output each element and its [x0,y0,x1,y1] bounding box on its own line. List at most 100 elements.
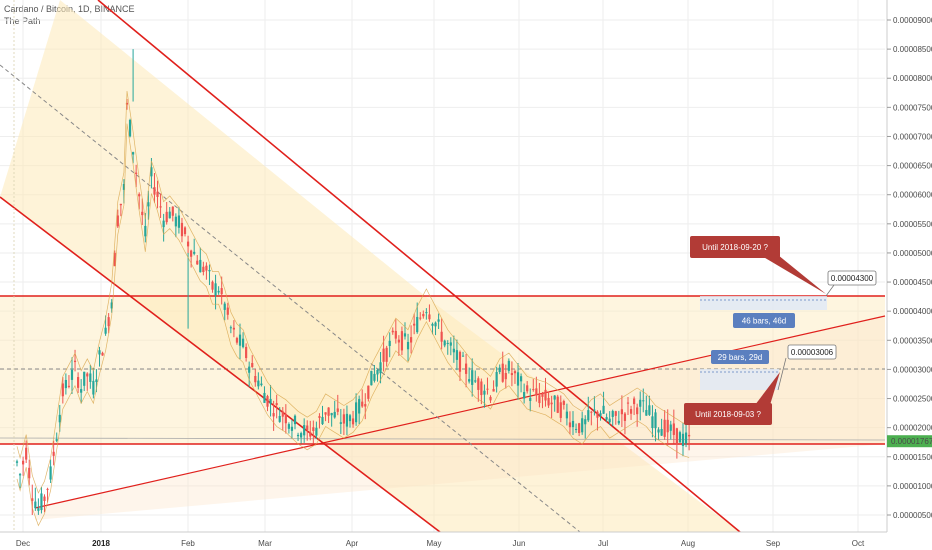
candle-body [144,225,147,237]
time-tick-label: Oct [852,539,865,548]
candle-body [477,378,480,390]
candle-body [208,270,211,272]
candle-body [18,474,22,476]
candle-body [52,451,55,456]
candle-body [223,303,226,310]
candle-body [593,409,596,411]
candle-body [452,348,455,353]
candle-body [55,439,58,441]
price-tick-label: 0.00008500 [893,45,932,54]
candle-body [590,411,593,413]
time-tick-label: Aug [681,539,695,548]
measure-1-label: 46 bars, 46d [742,317,786,326]
candle-body [422,314,425,317]
candle-body [437,319,440,322]
indicator-name[interactable]: The Path [4,16,41,26]
target-1-box [827,270,877,286]
price-tick-label: 0.00007500 [893,103,932,112]
candle-body [425,312,428,314]
price-tick-label: 0.00000500 [893,511,932,520]
candle-body [636,407,639,415]
price-tick-label: 0.00007000 [893,132,932,141]
candle-body [629,409,633,414]
time-axis-bg [0,532,887,550]
candle-body [596,411,599,418]
callout-1-label: Until 2018-09-20 ? [702,243,768,252]
candle-body [504,373,507,380]
measure-1-area [700,296,827,310]
measure-2-area [700,369,779,390]
candle-body [278,415,281,422]
candle-body [28,467,31,479]
candle-body [471,370,474,385]
candle-body [684,432,688,444]
candle-body [455,350,459,360]
target-2-box [787,344,837,360]
measure-1-box [733,313,795,328]
candle-body [370,370,373,386]
candle-body [92,380,95,395]
candle-body [37,508,40,511]
candle-body [574,428,578,430]
candle-body [428,314,431,320]
candle-body [578,423,581,433]
candle-body [544,389,547,401]
candle-body [342,414,345,424]
time-tick-label: Dec [16,539,30,548]
candle-body [403,333,407,337]
candle-body [633,398,636,405]
measure-2-box [711,350,769,364]
candle-body [171,206,174,216]
candle-body [211,281,214,290]
time-tick-label: Jul [598,539,608,548]
candle-body [131,152,135,155]
candle-body [568,422,572,428]
callout-1-box [690,236,780,258]
price-tick-label: 0.00002500 [893,395,932,404]
candle-body [183,227,187,235]
candle-body [202,266,205,273]
candle-body [193,251,196,254]
candle-body [67,385,71,387]
candle-body [266,396,269,407]
candle-body [303,425,306,436]
candle-body [516,372,520,386]
candle-body [147,202,150,207]
candle-body [339,422,342,424]
time-axis[interactable]: Dec 2018 Feb Mar Apr May Jun Jul Aug Sep Oct [0,531,887,550]
time-tick-label: 2018 [92,539,110,548]
candle-body [135,172,138,174]
candle-body [532,389,535,391]
price-tick-label: 0.00009000 [893,16,932,25]
candle-body [538,395,541,404]
candle-body [358,399,361,414]
price-axis[interactable]: 0.00000500 0.00001000 0.00001500 0.00002000… [886,0,932,550]
candle-body [611,410,614,417]
candle-body [351,418,355,425]
candle-body [141,211,144,216]
price-axis-bg [887,0,932,550]
candle-body [34,501,37,509]
candle-body [529,397,532,402]
candle-body [257,380,260,387]
candle-body [431,323,434,326]
candle-body [330,413,333,416]
candle-body [443,340,446,346]
candle-body [623,413,627,421]
candle-body [620,409,623,415]
candle-body [241,338,245,348]
callout-1-pointer [760,255,826,294]
price-tick-label: 0.00005500 [893,220,932,229]
price-tick-label: 0.00004000 [893,307,932,316]
candle-body [413,323,416,326]
candle-body [645,409,648,416]
candle-body [83,371,86,386]
candle-body [608,418,611,423]
candle-body [306,425,309,430]
support-thin-line [0,437,886,441]
trendlines [0,0,886,533]
candle-body [284,414,287,424]
candle-body [523,392,526,399]
candle-body [614,411,617,416]
